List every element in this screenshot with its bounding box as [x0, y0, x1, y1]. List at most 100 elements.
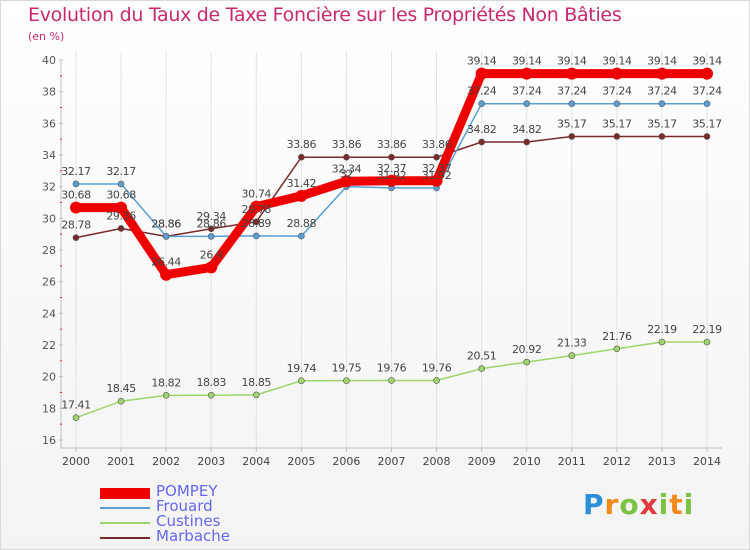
legend-swatch-pompey [100, 487, 150, 499]
data-label-marbache-2002: 28.86 [151, 217, 181, 230]
point-marbache-2007 [388, 153, 395, 161]
x-tick-label-2006: 2006 [332, 455, 360, 468]
point-pompey-2000 [70, 201, 82, 214]
data-label-pompey-2001: 30.68 [106, 189, 136, 202]
point-pompey-2002 [160, 268, 173, 281]
data-label-marbache-2013: 35.17 [647, 117, 677, 130]
x-tick-label-2003: 2003 [197, 455, 225, 468]
data-label-pompey-2003: 26.9 [200, 248, 223, 261]
data-label-frouard-2008: 31.92 [422, 169, 452, 182]
point-custines-2005 [298, 377, 305, 385]
data-label-frouard-2014: 37.24 [692, 85, 722, 98]
data-label-custines-2007: 19.76 [377, 361, 407, 374]
y-tick-label-16: 16 [42, 434, 56, 447]
point-pompey-2013 [655, 67, 668, 80]
proxiti-logo: Proxiti [583, 488, 695, 521]
data-label-custines-2012: 21.76 [602, 330, 632, 343]
data-label-frouard-2001: 32.17 [106, 165, 136, 178]
y-tick-label-40: 40 [42, 54, 56, 67]
data-label-pompey-2006: 32.34 [332, 162, 362, 175]
data-label-custines-2014: 22.19 [692, 323, 722, 336]
data-label-frouard-2003: 28.86 [196, 217, 226, 230]
x-tick-label-2012: 2012 [603, 455, 631, 468]
data-label-marbache-2005: 33.86 [287, 138, 317, 151]
x-tick-label-2013: 2013 [648, 455, 676, 468]
point-pompey-2005 [295, 189, 308, 202]
point-frouard-2004 [252, 232, 260, 240]
point-pompey-2001 [115, 201, 128, 214]
point-marbache-2009 [478, 138, 485, 146]
unit-label: (en %) [28, 30, 65, 43]
data-label-pompey-2014: 39.14 [692, 55, 722, 68]
data-label-marbache-2012: 35.17 [602, 117, 632, 130]
data-label-pompey-2002: 26.44 [151, 256, 181, 269]
x-tick-label-2001: 2001 [107, 455, 135, 468]
data-label-pompey-2010: 39.14 [512, 55, 542, 68]
point-custines-2006 [343, 377, 350, 384]
x-tick-label-2004: 2004 [242, 455, 270, 468]
point-marbache-2003 [207, 225, 215, 233]
data-label-pompey-2005: 31.42 [287, 177, 317, 190]
point-custines-2003 [207, 391, 215, 399]
point-frouard-2014 [703, 100, 711, 107]
chart-title: Evolution du Taux de Taxe Foncière sur l… [28, 4, 622, 26]
data-label-frouard-2005: 28.88 [287, 217, 317, 230]
data-label-pompey-2011: 39.14 [557, 55, 587, 68]
point-frouard-2011 [568, 100, 576, 107]
data-label-frouard-2004: 28.89 [242, 217, 272, 230]
point-custines-2001 [117, 397, 125, 405]
point-marbache-2010 [523, 138, 531, 146]
y-tick-label-30: 30 [42, 212, 56, 225]
data-label-pompey-2013: 39.14 [647, 55, 677, 68]
point-pompey-2009 [475, 67, 488, 80]
point-marbache-2008 [433, 153, 440, 161]
point-frouard-2003 [207, 233, 215, 240]
data-label-marbache-2007: 33.86 [377, 138, 407, 151]
point-custines-2012 [613, 345, 621, 353]
x-tick-label-2011: 2011 [558, 455, 586, 468]
legend-label-pompey: POMPEY [156, 482, 218, 500]
point-frouard-2001 [117, 180, 125, 188]
data-label-frouard-2013: 37.24 [647, 85, 677, 98]
point-custines-2014 [703, 338, 711, 346]
y-tick-label-32: 32 [42, 181, 56, 194]
data-label-pompey-2000: 30.68 [61, 189, 91, 202]
point-marbache-2000 [72, 234, 80, 241]
data-label-pompey-2008: 32.37 [422, 162, 452, 175]
point-custines-2004 [252, 391, 260, 399]
point-pompey-2003 [205, 261, 218, 274]
data-label-pompey-2007: 32.37 [377, 162, 407, 175]
point-pompey-2012 [610, 67, 623, 80]
data-label-marbache-2014: 35.17 [692, 117, 722, 130]
data-label-custines-2002: 18.82 [151, 376, 181, 389]
y-tick-label-36: 36 [42, 117, 56, 130]
y-tick-label-26: 26 [42, 276, 56, 289]
data-label-frouard-2011: 37.24 [557, 85, 587, 98]
point-marbache-2014 [703, 133, 711, 140]
data-label-custines-2000: 17.41 [61, 399, 91, 412]
point-pompey-2006 [340, 175, 353, 188]
point-marbache-2006 [343, 153, 350, 161]
point-marbache-2012 [613, 133, 621, 140]
data-label-custines-2004: 18.85 [242, 376, 272, 389]
data-label-custines-2006: 19.75 [332, 362, 362, 375]
data-label-marbache-2009: 34.82 [467, 123, 497, 136]
data-label-frouard-2002: 28.86 [151, 217, 181, 230]
y-tick-label-18: 18 [42, 402, 56, 415]
x-tick-label-2008: 2008 [423, 455, 451, 468]
data-label-custines-2010: 20.92 [512, 343, 542, 356]
point-marbache-2011 [568, 133, 576, 140]
legend-label-custines: Custines [156, 512, 221, 530]
legend-label-frouard: Frouard [156, 497, 213, 515]
data-label-frouard-2006: 32 [340, 168, 353, 181]
point-marbache-2005 [298, 153, 305, 161]
data-label-marbache-2003: 29.34 [196, 210, 226, 223]
y-tick-label-24: 24 [42, 307, 56, 320]
data-label-custines-2005: 19.74 [287, 362, 317, 375]
y-tick-label-28: 28 [42, 244, 56, 257]
x-tick-label-2014: 2014 [693, 455, 721, 468]
point-pompey-2008 [430, 174, 443, 187]
